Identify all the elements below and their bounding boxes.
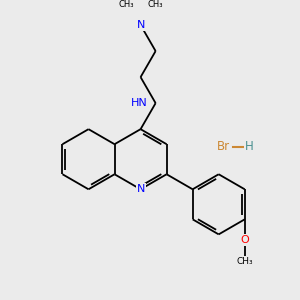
Text: N: N xyxy=(136,184,145,194)
Text: HN: HN xyxy=(131,98,147,108)
Text: O: O xyxy=(240,236,249,245)
Text: H: H xyxy=(245,140,254,153)
Text: CH₃: CH₃ xyxy=(236,257,253,266)
Text: CH₃: CH₃ xyxy=(118,0,134,9)
Text: Br: Br xyxy=(217,140,230,153)
Text: N: N xyxy=(136,20,145,30)
Text: CH₃: CH₃ xyxy=(148,0,163,9)
